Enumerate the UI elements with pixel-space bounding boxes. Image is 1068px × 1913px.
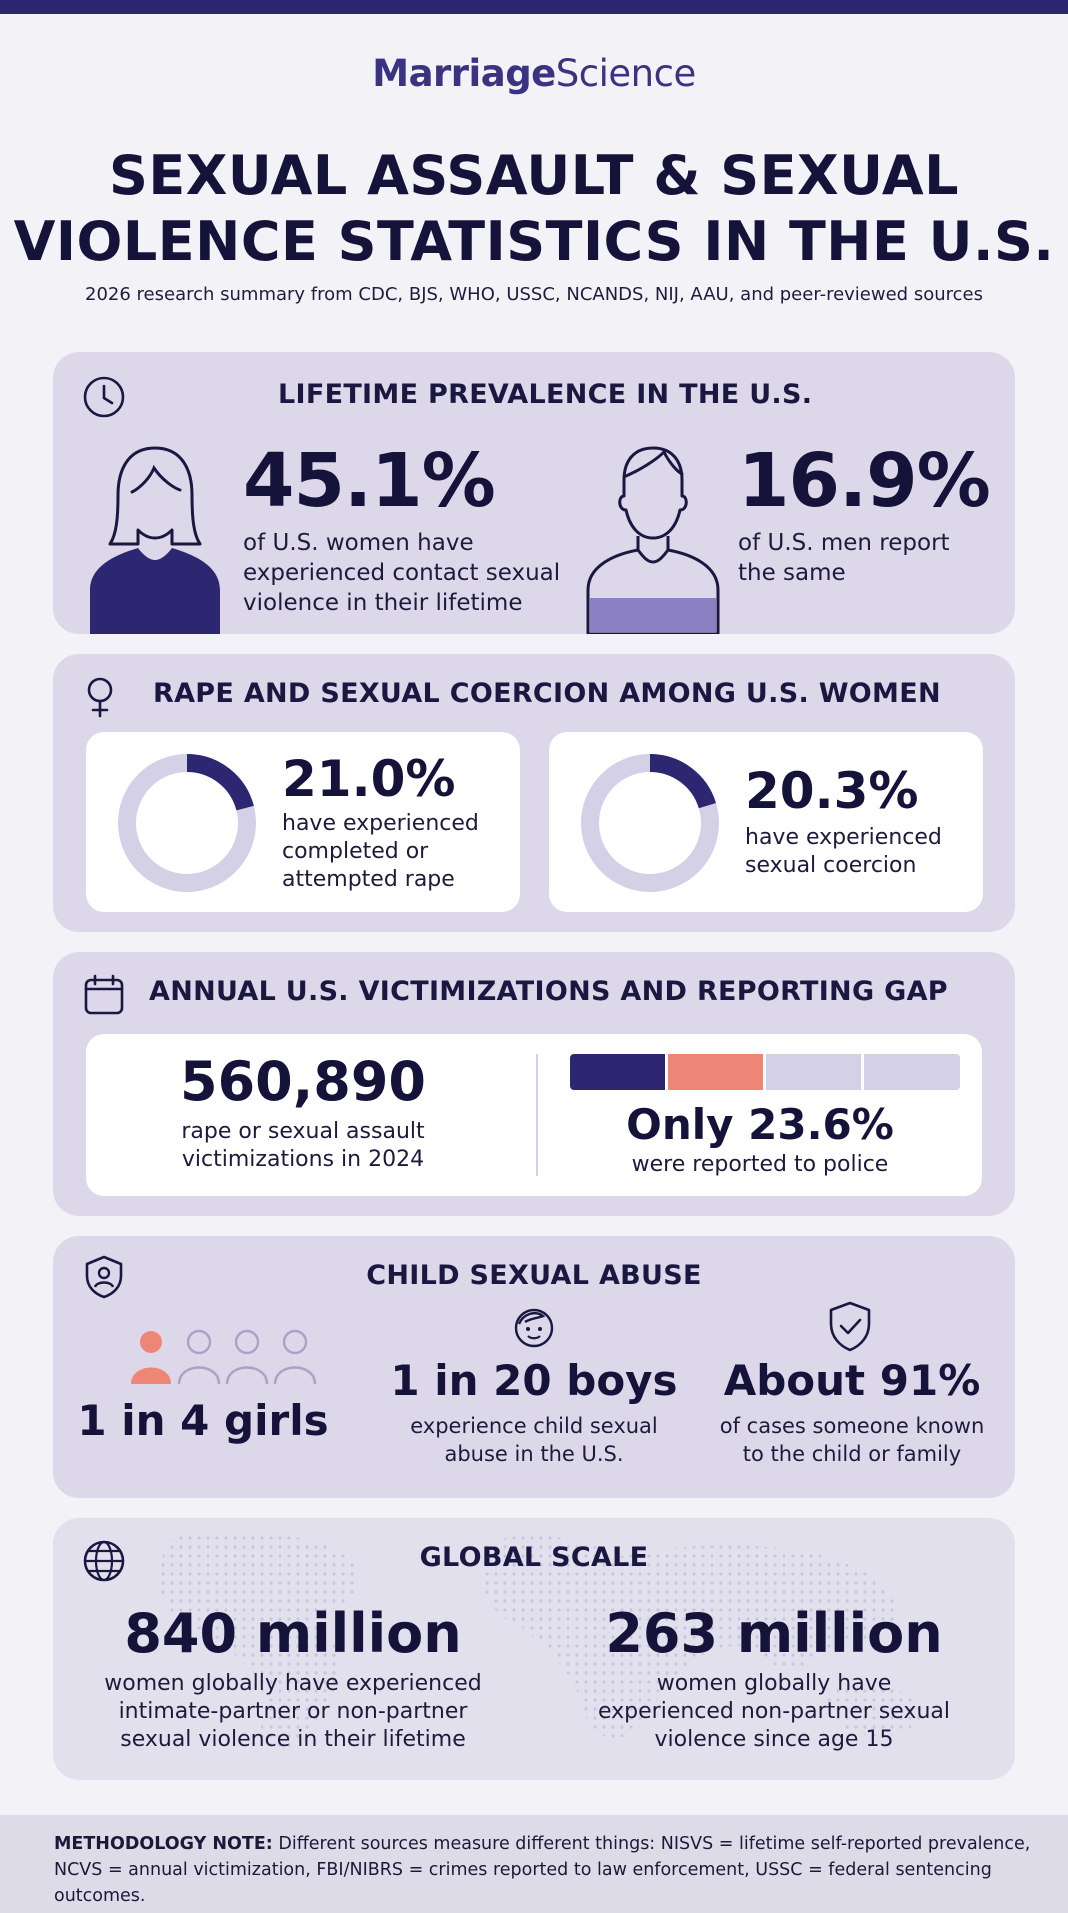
rape-stat-value: 21.0%: [282, 750, 456, 808]
rape-donut: [118, 754, 256, 892]
calendar-icon: [84, 974, 124, 1015]
rape-coercion-panel: RAPE AND SEXUAL COERCION AMONG U.S. WOME…: [53, 654, 1015, 932]
known-stat-value: About 91%: [723, 1356, 981, 1405]
card-divider: [536, 1054, 538, 1176]
child-heading: CHILD SEXUAL ABUSE: [366, 1260, 702, 1291]
top-accent-bar: [0, 0, 1068, 14]
global-stat-2-description: women globally have experienced non-part…: [598, 1671, 950, 1752]
coercion-stat-description: have experienced sexual coercion: [745, 825, 942, 878]
reporting-bar-seg-3: [766, 1054, 861, 1090]
victimizations-description: rape or sexual assault victimizations in…: [181, 1119, 425, 1172]
reporting-bar-seg-2: [668, 1054, 763, 1090]
female-symbol-icon: [87, 677, 113, 718]
title-line-2: VIOLENCE STATISTICS IN THE U.S.: [13, 210, 1055, 273]
victimizations-value: 560,890: [180, 1050, 426, 1113]
title-line-1: SEXUAL ASSAULT & SEXUAL: [108, 144, 960, 207]
shield-check-icon: [829, 1301, 871, 1352]
lifetime-prevalence-panel: LIFETIME PREVALENCE IN THE U.S. 45.1% of…: [53, 352, 1015, 634]
women-stat-value: 45.1%: [243, 438, 496, 524]
men-stat-value: 16.9%: [738, 438, 991, 524]
methodology-note: METHODOLOGY NOTE: Different sources meas…: [0, 1815, 1068, 1913]
global-scale-panel: GLOBAL SCALE 840 million women globally …: [53, 1518, 1015, 1780]
rape-stat-description: have experienced completed or attempted …: [282, 811, 479, 892]
annual-heading: ANNUAL U.S. VICTIMIZATIONS AND REPORTING…: [149, 976, 948, 1007]
page-subtitle: 2026 research summary from CDC, BJS, WHO…: [85, 284, 983, 305]
methodology-label: METHODOLOGY NOTE:: [54, 1834, 273, 1854]
child-abuse-panel: CHILD SEXUAL ABUSE 1 in 4 girls 1 in 20 …: [53, 1236, 1015, 1498]
annual-stat-card: 560,890 rape or sexual assault victimiza…: [86, 1034, 982, 1196]
known-stat-description: of cases someone known to the child or f…: [719, 1414, 985, 1466]
annual-victimizations-panel: ANNUAL U.S. VICTIMIZATIONS AND REPORTING…: [53, 952, 1015, 1216]
world-map-dots-background: [158, 1530, 923, 1749]
rape-stat-card: 21.0% have experienced completed or atte…: [86, 732, 520, 912]
reporting-bar-seg-1: [570, 1054, 665, 1090]
reported-description: were reported to police: [631, 1152, 889, 1177]
methodology-text: Different sources measure different thin…: [54, 1834, 1031, 1906]
reporting-bar: [570, 1054, 960, 1090]
shield-person-icon: [85, 1255, 123, 1299]
woman-figure-icon: [90, 446, 220, 634]
child-face-icon: [514, 1308, 554, 1348]
girls-stat-value: 1 in 4 girls: [77, 1396, 329, 1445]
global-stat-1-value: 840 million: [124, 1602, 462, 1665]
clock-icon: [83, 376, 125, 418]
page-title: SEXUAL ASSAULT & SEXUAL VIOLENCE STATIST…: [0, 143, 1068, 275]
reported-value: Only 23.6%: [626, 1100, 894, 1149]
coercion-stat-value: 20.3%: [745, 762, 919, 820]
men-stat-description: of U.S. men report the same: [738, 530, 950, 586]
girls-figures-icon: [131, 1329, 317, 1385]
global-stat-2-value: 263 million: [605, 1602, 943, 1665]
globe-icon: [83, 1540, 125, 1582]
coercion-stat-card: 20.3% have experienced sexual coercion: [549, 732, 983, 912]
women-stat-description: of U.S. women have experienced contact s…: [243, 530, 561, 616]
global-heading: GLOBAL SCALE: [419, 1542, 649, 1573]
lifetime-heading: LIFETIME PREVALENCE IN THE U.S.: [278, 379, 813, 410]
boys-stat-description: experience child sexual abuse in the U.S…: [410, 1414, 658, 1466]
coercion-donut: [581, 754, 719, 892]
boys-stat-value: 1 in 20 boys: [390, 1356, 678, 1405]
brand-logo: MarriageScience: [372, 52, 696, 95]
man-figure-icon: [586, 446, 720, 634]
reporting-bar-seg-4: [864, 1054, 960, 1090]
global-stat-1-description: women globally have experienced intimate…: [104, 1671, 482, 1752]
rape-heading: RAPE AND SEXUAL COERCION AMONG U.S. WOME…: [153, 678, 941, 709]
